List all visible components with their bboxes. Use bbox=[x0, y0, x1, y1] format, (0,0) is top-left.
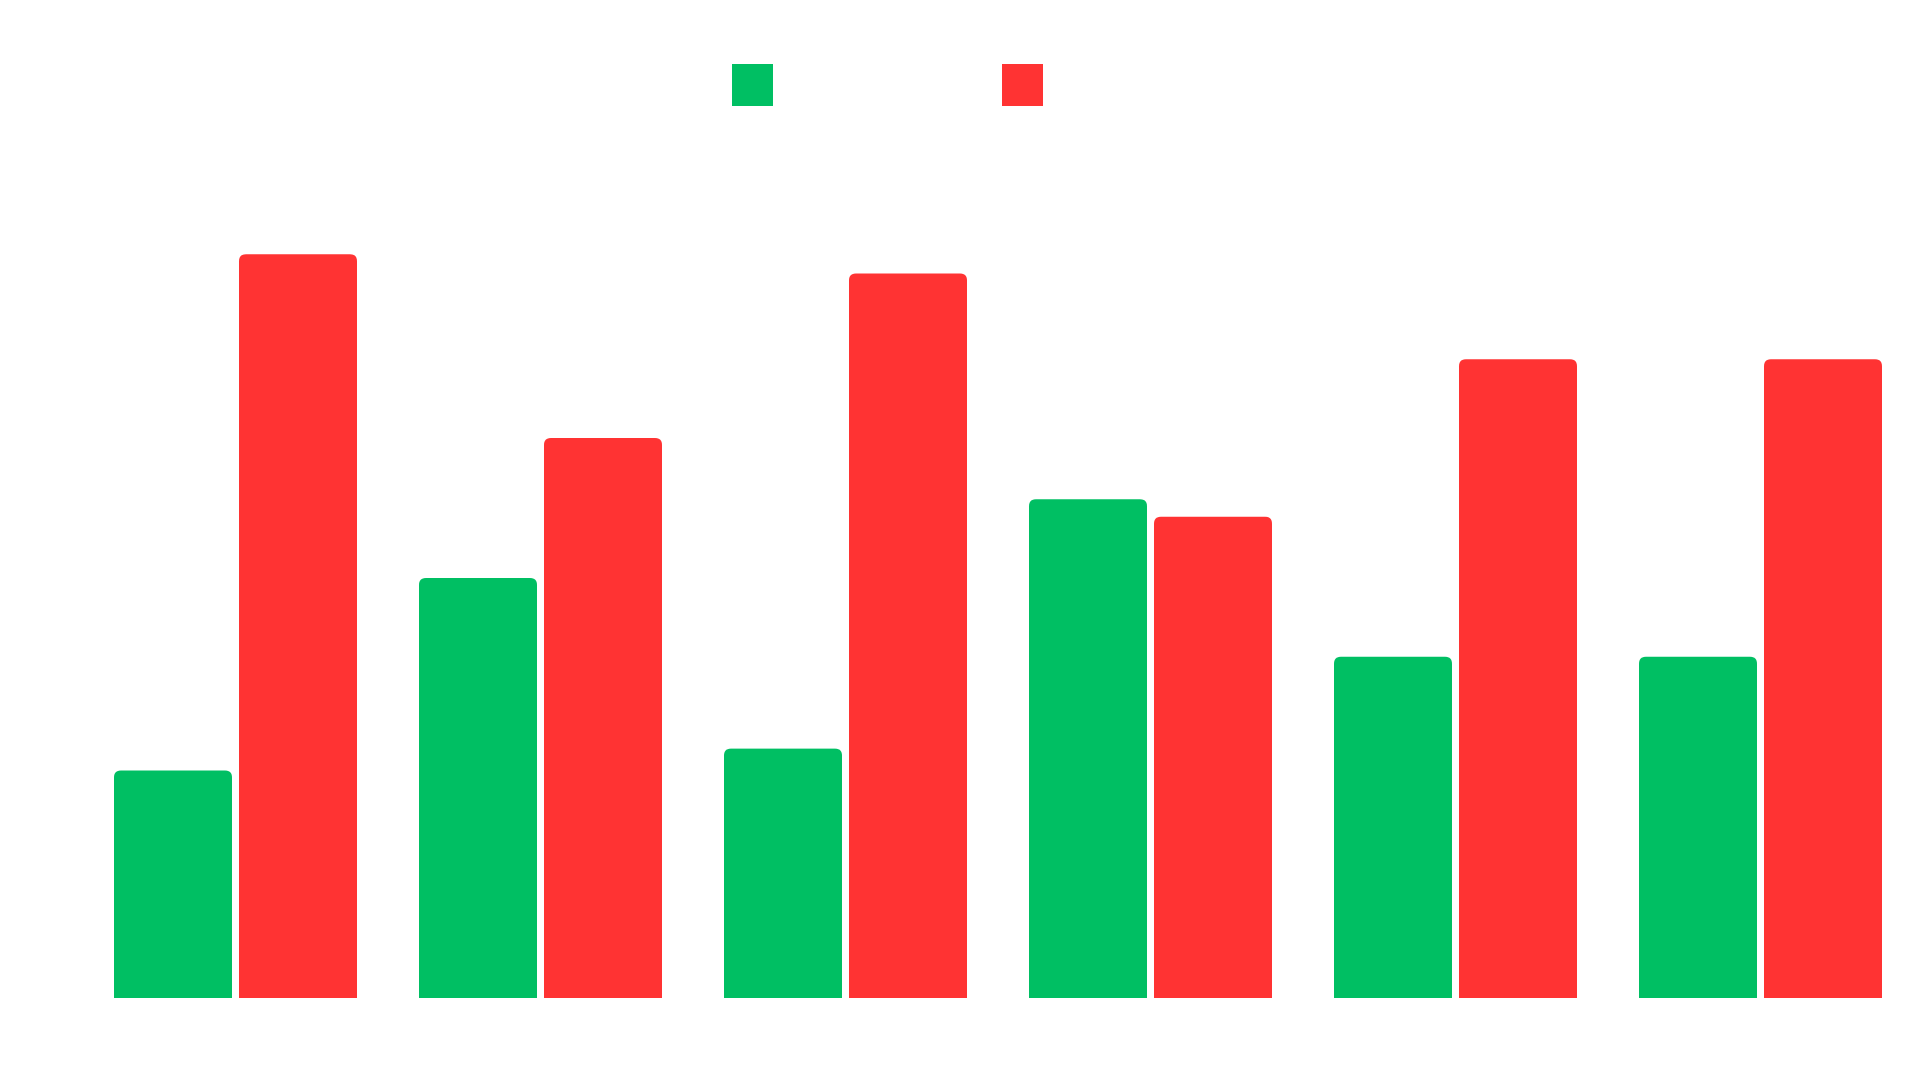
legend-swatch-series-2 bbox=[1002, 64, 1043, 106]
bar-series-1-category-1 bbox=[114, 770, 232, 998]
bar-series-2-category-1 bbox=[239, 254, 357, 998]
bar-series-1-category-3 bbox=[724, 748, 842, 998]
bars bbox=[114, 254, 1882, 998]
bar-series-2-category-3 bbox=[849, 273, 967, 998]
legend bbox=[732, 64, 1043, 106]
bar-series-1-category-5 bbox=[1334, 656, 1452, 998]
bar-series-1-category-6 bbox=[1639, 656, 1757, 998]
bar-series-1-category-2 bbox=[419, 578, 537, 998]
bar-series-1-category-4 bbox=[1029, 499, 1147, 998]
bar-series-2-category-2 bbox=[544, 438, 662, 998]
bar-series-2-category-4 bbox=[1154, 516, 1272, 998]
bar-series-2-category-6 bbox=[1764, 359, 1882, 998]
legend-swatch-series-1 bbox=[732, 64, 773, 106]
bar-series-2-category-5 bbox=[1459, 359, 1577, 998]
